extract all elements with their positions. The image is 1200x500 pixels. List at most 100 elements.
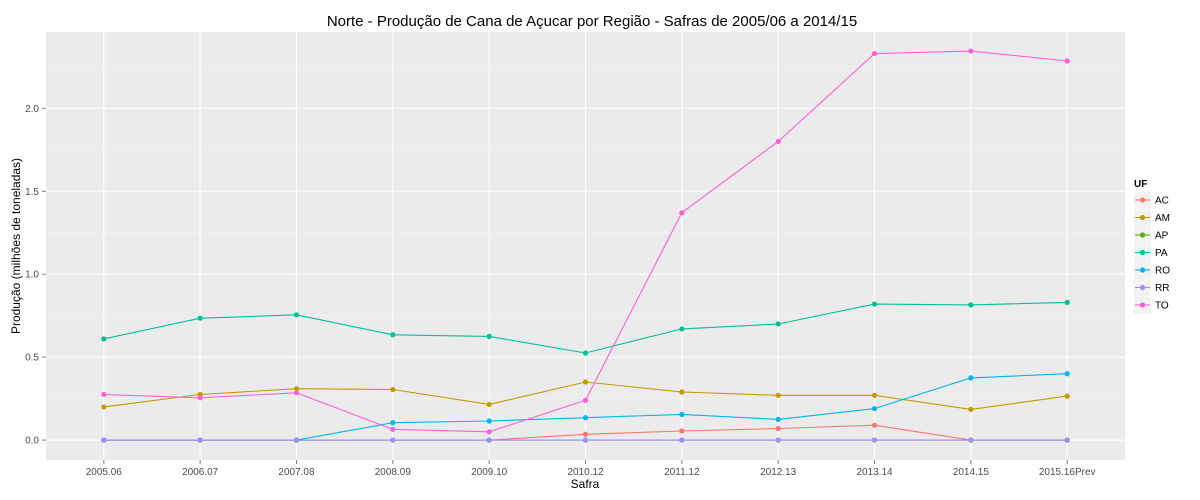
x-tick-label: 2011.12 xyxy=(664,467,700,478)
data-point-AM xyxy=(871,392,878,398)
chart-title: Norte - Produção de Cana de Açucar por R… xyxy=(327,13,857,30)
series-layer xyxy=(101,48,1070,443)
series-TO xyxy=(101,48,1070,435)
data-point-RR xyxy=(101,437,107,443)
y-tick-label: 0.5 xyxy=(25,353,39,364)
data-point-TO xyxy=(775,138,781,145)
data-point-RO xyxy=(775,416,781,422)
data-point-AC xyxy=(679,428,685,434)
legend-label: PA xyxy=(1155,248,1168,259)
x-axis-title: Safra xyxy=(571,477,600,491)
data-point-PA xyxy=(390,332,396,338)
series-AM xyxy=(101,379,1070,413)
data-point-TO xyxy=(293,390,300,396)
y-tick-label: 2.0 xyxy=(25,104,39,115)
x-tick-label: 2015.16Prev xyxy=(1039,467,1096,478)
data-point-RO xyxy=(1064,371,1070,377)
data-point-TO xyxy=(582,397,589,403)
data-point-RR xyxy=(1064,437,1070,443)
legend-label: RO xyxy=(1155,266,1170,277)
data-point-RR xyxy=(679,437,685,443)
data-point-TO xyxy=(679,210,685,216)
y-tick-label: 1.5 xyxy=(25,187,39,198)
data-point-RR xyxy=(390,437,396,443)
series-PA xyxy=(101,299,1070,356)
x-tick-label: 2005.06 xyxy=(86,467,123,478)
data-point-RO xyxy=(390,420,396,426)
data-point-TO xyxy=(486,429,492,435)
x-tick-label: 2007.08 xyxy=(278,467,315,478)
data-point-TO xyxy=(101,391,107,398)
y-tick-label: 0.0 xyxy=(25,436,39,447)
data-point-RR xyxy=(871,437,878,443)
legend-item-AC: AC xyxy=(1134,192,1169,209)
legend-label: TO xyxy=(1155,301,1169,312)
legend-key-point xyxy=(1139,232,1146,238)
y-tick-label: 1.0 xyxy=(25,270,39,281)
data-point-AM xyxy=(101,404,107,410)
data-point-AM xyxy=(968,406,974,413)
data-point-PA xyxy=(293,312,300,318)
data-point-RR xyxy=(486,437,492,443)
data-point-AM xyxy=(679,389,685,395)
data-point-RO xyxy=(679,411,685,417)
data-point-AM xyxy=(582,379,589,385)
legend: UF AC AM AP PA RO RR TO xyxy=(1134,179,1170,314)
data-point-AM xyxy=(293,386,300,392)
data-point-RR xyxy=(968,437,974,443)
legend-title: UF xyxy=(1134,179,1147,190)
legend-item-AP: AP xyxy=(1134,227,1169,244)
data-point-AM xyxy=(390,386,396,393)
data-point-PA xyxy=(486,333,492,340)
data-point-RO xyxy=(486,418,492,424)
data-point-PA xyxy=(1064,299,1070,306)
data-point-AC xyxy=(582,431,589,437)
data-point-TO xyxy=(968,48,974,54)
major-gridlines xyxy=(46,32,1125,460)
legend-item-RR: RR xyxy=(1134,279,1169,297)
data-point-PA xyxy=(968,302,974,308)
data-point-PA xyxy=(775,321,781,327)
y-axis-title: Produção (milhões de toneladas) xyxy=(9,158,23,334)
data-point-RR xyxy=(197,437,203,443)
data-point-PA xyxy=(101,336,107,342)
y-axis: 0.0 0.5 1.0 1.5 2.0 xyxy=(25,104,46,447)
data-point-TO xyxy=(197,395,203,401)
legend-label: AP xyxy=(1155,231,1169,242)
data-point-AM xyxy=(1064,393,1070,399)
data-point-PA xyxy=(679,326,685,332)
data-point-TO xyxy=(390,426,396,432)
x-tick-label: 2010.12 xyxy=(567,467,604,478)
x-tick-label: 2013.14 xyxy=(856,467,893,478)
data-point-AC xyxy=(775,425,781,432)
data-point-AM xyxy=(486,401,492,408)
data-point-RO xyxy=(871,405,878,412)
x-axis: 2005.06 2006.07 2007.08 2008.09 2009.10 2010.… xyxy=(86,460,1096,478)
legend-item-AM: AM xyxy=(1134,209,1170,227)
data-point-PA xyxy=(582,350,589,356)
data-point-RR xyxy=(775,437,781,443)
legend-key-point xyxy=(1139,284,1146,291)
x-tick-label: 2014.15 xyxy=(953,467,990,478)
series-RR xyxy=(101,437,1070,443)
legend-key-point xyxy=(1139,267,1146,273)
legend-label: AC xyxy=(1155,196,1169,207)
legend-key-point xyxy=(1139,197,1146,203)
legend-item-TO: TO xyxy=(1134,297,1169,314)
data-point-TO xyxy=(871,50,878,57)
data-point-PA xyxy=(871,301,878,307)
data-point-PA xyxy=(197,315,203,321)
data-point-RO xyxy=(968,375,974,381)
x-tick-label: 2008.09 xyxy=(375,467,412,478)
data-point-RR xyxy=(582,437,589,443)
x-tick-label: 2009.10 xyxy=(471,467,508,478)
data-point-RO xyxy=(582,415,589,421)
x-tick-label: 2006.07 xyxy=(182,467,219,478)
data-point-TO xyxy=(1064,58,1070,64)
legend-key-point xyxy=(1139,249,1146,256)
data-point-RR xyxy=(293,437,300,443)
legend-key-point xyxy=(1139,214,1146,221)
data-point-AM xyxy=(775,392,781,398)
legend-label: AM xyxy=(1155,213,1170,224)
